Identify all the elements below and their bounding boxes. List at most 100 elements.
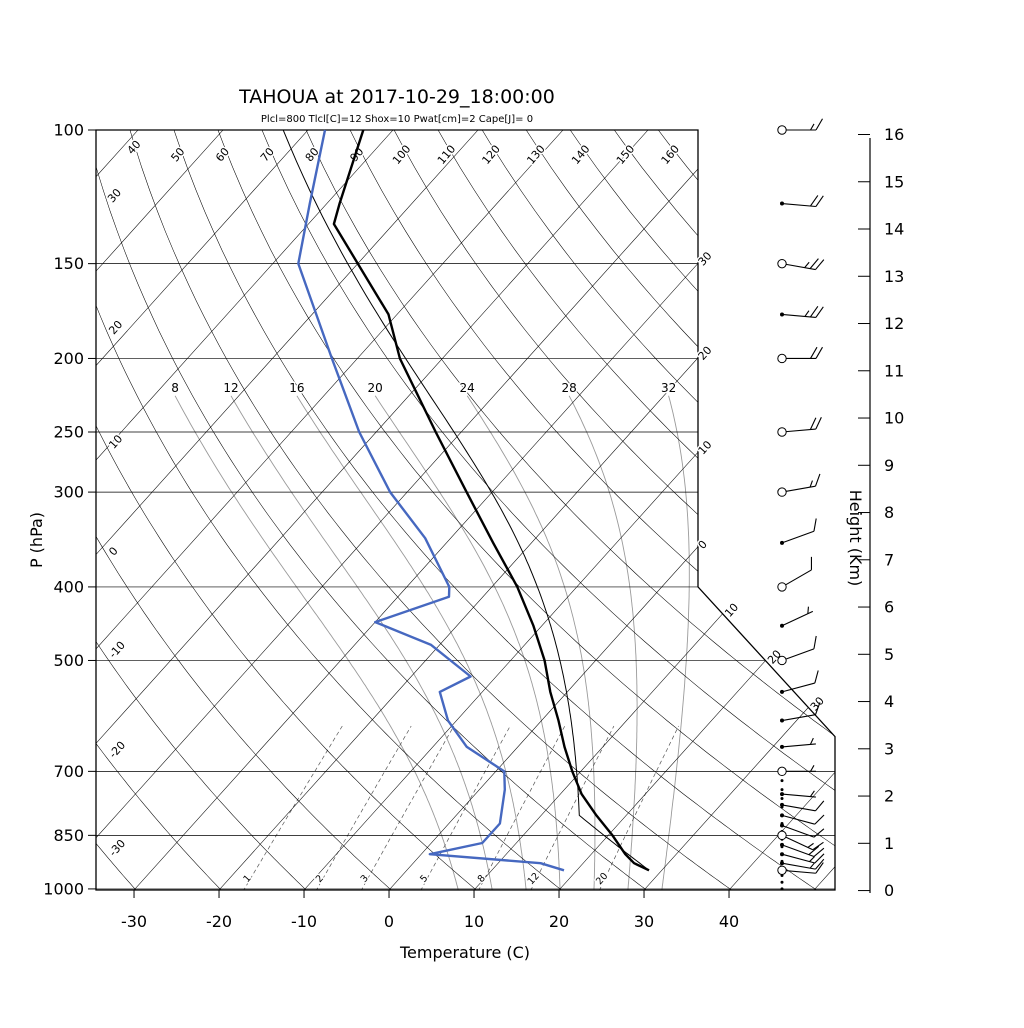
line <box>782 815 815 824</box>
dry-adiabat-label-top: 140 <box>569 143 592 167</box>
mixing-ratio-label: 20 <box>594 871 610 887</box>
wind-level-marker <box>778 126 786 134</box>
plot-overlays: 1001502002503004005007008501000-30-20-10… <box>43 121 904 932</box>
wind-level-marker <box>778 767 786 775</box>
wind-level-marker <box>778 488 786 496</box>
pressure-tick-label: 150 <box>53 254 84 273</box>
dry-adiabat-line <box>394 130 1024 904</box>
mixing-ratio-label: 2 <box>314 873 326 885</box>
line <box>811 347 818 358</box>
wind-barb <box>782 347 823 358</box>
wind-barb <box>782 557 811 587</box>
temperature-axis-label: Temperature (C) <box>399 943 530 962</box>
wind-level-marker <box>780 719 784 723</box>
pressure-tick-label: 250 <box>53 423 84 442</box>
moist-adiabat-label: 24 <box>460 381 475 395</box>
wind-barb <box>782 119 823 130</box>
mixing-ratio-line <box>414 726 510 903</box>
height-tick-label: 3 <box>884 739 894 758</box>
height-tick-label: 9 <box>884 456 894 475</box>
temperature-tick-label: 30 <box>634 912 654 931</box>
dry-adiabat-line <box>570 130 1024 904</box>
dry-adiabat-label-left: 40 <box>125 138 144 157</box>
wind-level-marker <box>780 541 784 545</box>
height-tick-label: 5 <box>884 645 894 664</box>
wind-level-marker <box>778 831 786 839</box>
wind-level-marker <box>780 803 784 807</box>
wind-barb <box>782 607 813 626</box>
moist-adiabat-label: 32 <box>661 381 676 395</box>
line <box>782 870 816 873</box>
pressure-tick-label: 700 <box>53 762 84 781</box>
line <box>782 531 814 543</box>
dry-adiabat-label-left: 30 <box>105 186 124 205</box>
dry-adiabat-label-left: 10 <box>106 432 125 451</box>
wind-level-marker <box>780 813 784 817</box>
wind-level-marker <box>778 354 786 362</box>
isotherm-line <box>0 130 53 890</box>
dry-adiabat-label-top: 130 <box>524 143 547 167</box>
moist-adiabat-label: 20 <box>368 381 383 395</box>
moist-adiabat-label: 8 <box>171 381 179 395</box>
moist-adiabat-line <box>175 396 462 905</box>
pressure-tick-label: 1000 <box>43 879 84 898</box>
wind-barb <box>782 195 823 206</box>
wind-level-dot <box>781 788 784 791</box>
dry-adiabat-label-left: -20 <box>106 739 128 761</box>
wind-barb <box>782 815 824 824</box>
isotherm-line <box>0 130 223 890</box>
temperature-tick-label: 0 <box>384 912 394 931</box>
dry-adiabat-line <box>0 130 494 904</box>
line <box>811 124 815 130</box>
wind-level-marker <box>780 792 784 796</box>
line <box>810 418 815 430</box>
wind-level-marker <box>780 202 784 206</box>
line <box>808 607 809 614</box>
wind-barb <box>782 671 818 692</box>
isotherm-line <box>474 130 1024 890</box>
dry-adiabat-line <box>0 130 321 904</box>
dry-adiabat-line <box>0 130 149 904</box>
dry-adiabat-label-top: 70 <box>258 145 277 164</box>
line <box>808 843 814 847</box>
line <box>782 805 815 811</box>
dry-adiabat-line <box>306 130 1024 904</box>
mixing-ratio-label: 5 <box>418 873 430 885</box>
isotherm-line <box>219 130 903 890</box>
line <box>810 738 813 744</box>
wind-barb <box>782 791 816 797</box>
isotherm-line <box>0 130 563 890</box>
wind-barb <box>782 306 823 317</box>
pressure-tick-label: 100 <box>53 121 84 140</box>
pressure-tick-label: 200 <box>53 349 84 368</box>
dry-adiabat-line <box>438 130 1024 904</box>
height-tick-label: 16 <box>884 125 904 144</box>
moist-adiabat-label: 16 <box>289 381 304 395</box>
mixing-ratio-label: 8 <box>476 873 488 885</box>
height-axis-label: Height (Km) <box>846 490 865 587</box>
dewpoint-curve <box>298 130 564 870</box>
parcel-curve <box>283 130 649 870</box>
wind-level-marker <box>778 866 786 874</box>
height-tick-label: 8 <box>884 503 894 522</box>
isotherm-line <box>814 130 1024 890</box>
moist-adiabat-line <box>375 396 560 905</box>
dry-adiabat-label-top: 50 <box>168 145 187 164</box>
wind-barb <box>782 636 816 660</box>
temperature-curve <box>334 130 649 870</box>
temperature-tick-label: -10 <box>291 912 317 931</box>
height-tick-label: 4 <box>884 692 894 711</box>
dry-adiabat-line <box>482 130 1024 904</box>
wind-level-marker <box>780 690 784 694</box>
wind-barb <box>782 259 824 270</box>
line <box>810 863 814 868</box>
line <box>782 570 811 587</box>
dry-adiabat-label-top: 100 <box>390 143 413 167</box>
temperature-tick-label: -30 <box>121 912 147 931</box>
dry-adiabat-label-top: 60 <box>213 145 232 164</box>
line <box>816 347 823 358</box>
line <box>814 636 816 649</box>
height-tick-label: 1 <box>884 834 894 853</box>
wind-level-dot <box>781 779 784 782</box>
wind-level-marker <box>778 259 786 267</box>
